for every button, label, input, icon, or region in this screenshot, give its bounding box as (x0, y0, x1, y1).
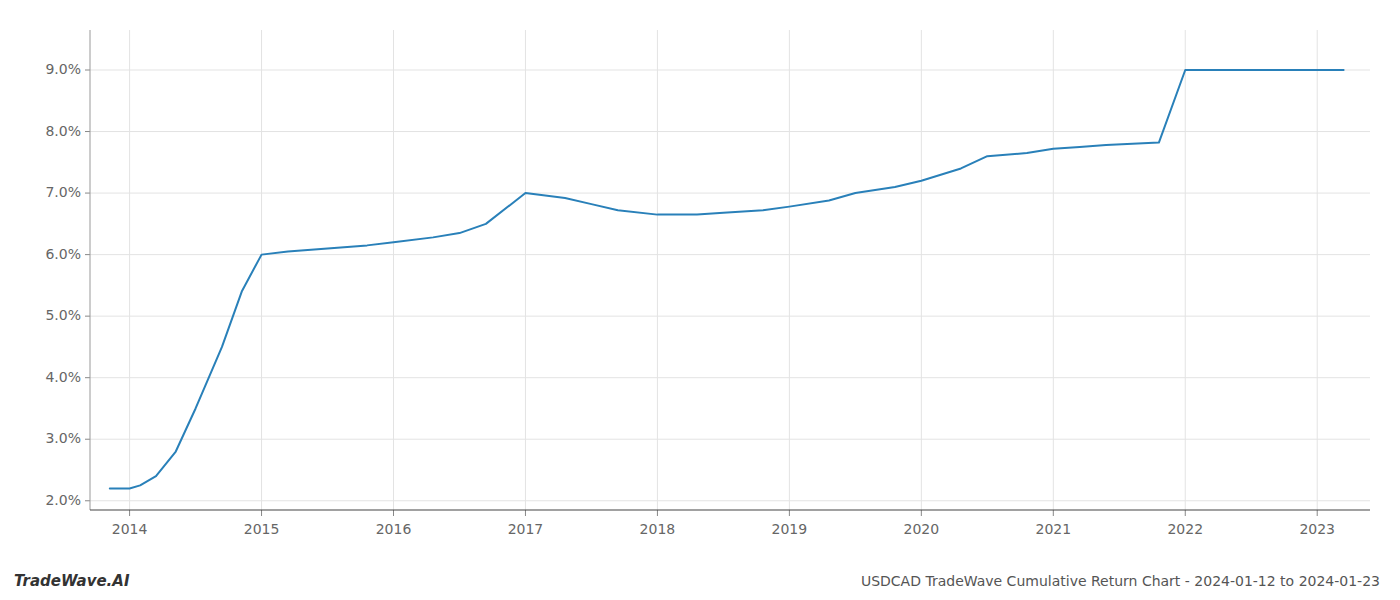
axis-y (90, 30, 91, 510)
tick-y (85, 131, 90, 132)
axis-x (90, 509, 1370, 510)
tick-y (85, 439, 90, 440)
tick-x (525, 510, 526, 516)
grid-line-x (1053, 30, 1054, 510)
grid-line-y (90, 500, 1370, 501)
tick-x (1185, 510, 1186, 516)
tick-label-x: 2015 (244, 521, 280, 537)
tick-label-x: 2021 (1035, 521, 1071, 537)
tick-x (1317, 510, 1318, 516)
tick-y (85, 316, 90, 317)
tick-y (85, 193, 90, 194)
plot-area (110, 70, 1344, 488)
grid-line-y (90, 193, 1370, 194)
tick-y (85, 254, 90, 255)
tick-label-x: 2023 (1299, 521, 1335, 537)
tick-label-y: 6.0% (45, 246, 81, 262)
tick-x (129, 510, 130, 516)
tick-label-x: 2019 (772, 521, 808, 537)
grid-line-x (657, 30, 658, 510)
chart: 2.0% 3.0% 4.0% 5.0% 6.0% 7.0% 8.0% 9.0% 2014 2015… (0, 0, 1400, 600)
tick-x (657, 510, 658, 516)
grid-line-x (1185, 30, 1186, 510)
tick-y (85, 70, 90, 71)
tick-label-x: 2014 (112, 521, 148, 537)
tick-x (789, 510, 790, 516)
axes: 2.0% 3.0% 4.0% 5.0% 6.0% 7.0% 8.0% 9.0% 2014 2015… (45, 30, 1370, 537)
tick-x (393, 510, 394, 516)
tick-label-y: 3.0% (45, 430, 81, 446)
tick-label-y: 9.0% (45, 61, 81, 77)
grid-line-x (129, 30, 130, 510)
grid-line-y (90, 70, 1370, 71)
grid-line-y (90, 316, 1370, 317)
grid-line-x (1317, 30, 1318, 510)
tick-label-x: 2016 (376, 521, 412, 537)
tick-label-x: 2018 (640, 521, 676, 537)
grid-line-x (921, 30, 922, 510)
watermark: TradeWave.AI (14, 572, 130, 590)
tick-x (261, 510, 262, 516)
tick-label-y: 7.0% (45, 184, 81, 200)
grid-line-y (90, 131, 1370, 132)
tick-label-y: 2.0% (45, 492, 81, 508)
grid-line-y (90, 254, 1370, 255)
tick-label-x: 2022 (1167, 521, 1203, 537)
tick-label-x: 2020 (904, 521, 940, 537)
tick-y (85, 377, 90, 378)
grid-line-x (393, 30, 394, 510)
grid-line-x (525, 30, 526, 510)
grid-line-y (90, 377, 1370, 378)
tick-label-y: 5.0% (45, 307, 81, 323)
grid-line-x (261, 30, 262, 510)
tick-x (1053, 510, 1054, 516)
tick-y (85, 500, 90, 501)
grid (90, 30, 1370, 510)
tick-label-y: 4.0% (45, 369, 81, 385)
tick-label-x: 2017 (508, 521, 544, 537)
line (110, 70, 1344, 488)
tick-x (921, 510, 922, 516)
title: USDCAD TradeWave Cumulative Return Chart… (861, 573, 1380, 589)
grid-line-y (90, 439, 1370, 440)
background (0, 0, 1400, 600)
tick-label-y: 8.0% (45, 123, 81, 139)
grid-line-x (789, 30, 790, 510)
